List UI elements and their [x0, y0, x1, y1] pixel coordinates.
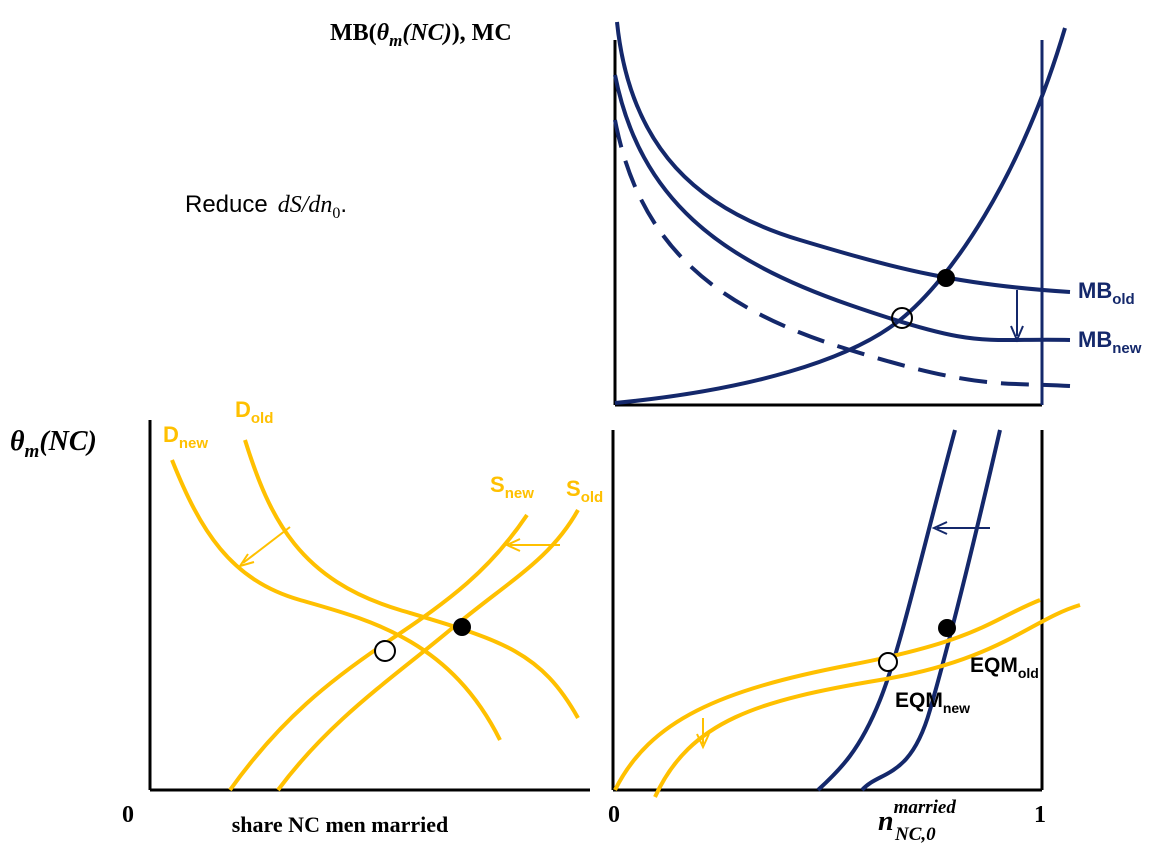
equilibrium-old [453, 618, 471, 636]
label-part: MB [1078, 278, 1112, 303]
curve-label: Dold [235, 397, 273, 427]
label-part: old [1018, 665, 1039, 681]
note: Reduce dS/dn0. [185, 191, 347, 222]
d-new-curve [170, 459, 502, 741]
label-part: EQM [895, 689, 943, 712]
point-label: EQMnew [895, 689, 970, 716]
label-part: ), MC [452, 20, 512, 46]
label-part: MB [1078, 327, 1112, 352]
orange-curve [613, 598, 1041, 791]
equilibrium-new [891, 307, 913, 329]
label-part: new [505, 485, 535, 502]
label-part: MB( [330, 20, 377, 46]
label-part: old [251, 410, 274, 427]
arrow [237, 553, 255, 568]
top-axis-label: MB(θm(NC)), MC [330, 20, 512, 50]
y-axis-label: θm(NC) [10, 426, 97, 462]
label-part: new [179, 435, 209, 452]
x-axis-label: share NC men married [232, 812, 449, 837]
equilibrium-new [374, 640, 396, 662]
s-old-curve [276, 509, 580, 792]
dashed-curve [613, 119, 1071, 388]
label-part: D [235, 397, 251, 422]
new-curve [860, 429, 1002, 792]
arrow [931, 521, 948, 535]
mb-new-curve [613, 74, 1071, 343]
curve-label: Snew [490, 472, 534, 502]
d-old-curve [243, 439, 580, 719]
label-part: m [25, 441, 40, 462]
arrow [242, 526, 291, 564]
curve-label: MBnew [1078, 327, 1142, 357]
curve-label: Sold [566, 476, 603, 506]
arrow [504, 538, 521, 552]
label-part: (NC) [402, 20, 451, 46]
label-part: new [1112, 340, 1142, 357]
equilibrium-new [878, 652, 898, 672]
label-part: S [566, 476, 581, 501]
mb-old-curve [615, 21, 1071, 294]
point-label: EQMold [970, 654, 1039, 681]
equilibrium-old [937, 269, 955, 287]
label-part: n [878, 806, 894, 837]
x-axis-label-sub: NC,0 [894, 824, 936, 845]
label-part: old [1112, 291, 1135, 308]
end-label: 1 [1034, 802, 1046, 828]
label-part: D [163, 422, 179, 447]
label-part: married [894, 797, 957, 818]
equilibrium-old [938, 619, 956, 637]
label-part: old [581, 489, 604, 506]
note-text: Reduce [185, 191, 268, 218]
label-part: S [490, 472, 505, 497]
label-part: θ [10, 426, 25, 457]
origin-label: 0 [608, 802, 620, 828]
label-part: new [943, 700, 970, 716]
curve-label: Dnew [163, 422, 208, 452]
arrow [1010, 325, 1024, 343]
note-math: 0 [332, 205, 340, 222]
label-part: m [389, 31, 402, 50]
label-part: (NC) [39, 426, 97, 457]
x-axis-label: nmarried [878, 797, 956, 837]
note-math: dS/dn [278, 192, 333, 218]
s-new-curve [228, 513, 529, 792]
mc-curve [614, 27, 1067, 405]
curve-label: MBold [1078, 278, 1135, 308]
note-text: . [340, 191, 347, 218]
arrow [696, 733, 710, 750]
old-curve [816, 429, 957, 792]
label-part: θ [377, 20, 390, 46]
label-part: EQM [970, 654, 1018, 677]
origin-label: 0 [122, 802, 134, 828]
orange-curve [653, 603, 1081, 798]
